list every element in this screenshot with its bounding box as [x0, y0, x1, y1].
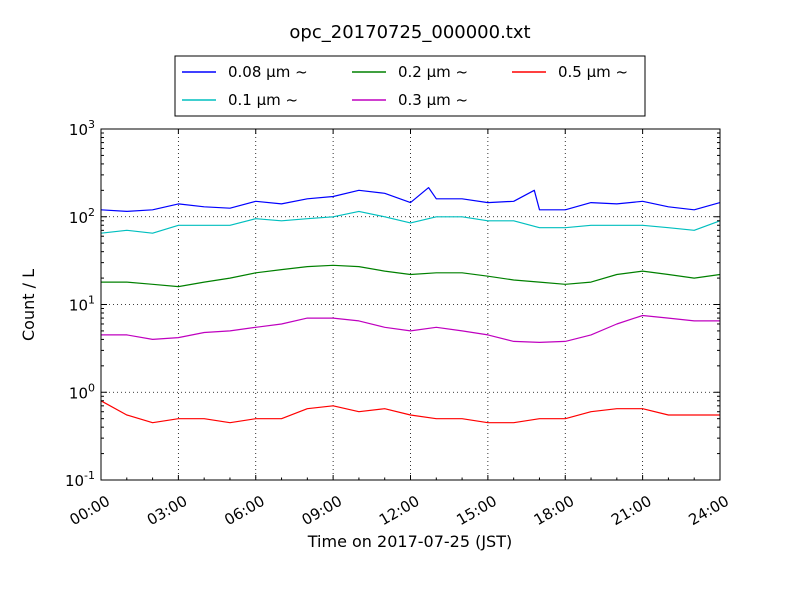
y-tick-label: 100 [69, 381, 95, 402]
y-tick-exponent: 0 [88, 381, 95, 394]
axis-ticks: 00:00 03:00 06:00 09:00 12:00 15:00 18:00 21:00… [65, 118, 732, 529]
y-tick-label: 103 [69, 118, 95, 139]
y-tick-label: 10-1 [65, 469, 95, 490]
y-tick-label: 102 [69, 206, 95, 227]
x-tick-label: 06:00 [221, 492, 267, 529]
series-line-4 [100, 400, 720, 424]
x-tick-label: 21:00 [608, 492, 654, 529]
y-tick-base: 10 [69, 297, 88, 315]
legend-label-3: 0.3 μm ~ [398, 91, 468, 109]
legend-label-2: 0.2 μm ~ [398, 63, 468, 81]
y-tick-base: 10 [69, 121, 88, 139]
x-tick-label: 15:00 [453, 492, 499, 529]
y-tick-label: 101 [69, 294, 95, 315]
series-line-0 [100, 187, 721, 212]
x-tick-label: 24:00 [686, 492, 732, 529]
x-tick-label: 00:00 [67, 492, 113, 529]
x-tick-label: 09:00 [299, 492, 345, 529]
series-line-1 [100, 210, 721, 234]
y-tick-exponent: -1 [84, 469, 95, 482]
grid [101, 129, 720, 480]
legend: 0.08 μm ~ 0.1 μm ~ 0.2 μm ~ 0.3 μm ~ 0.5 μm … [174, 55, 646, 117]
series-line-3 [101, 314, 720, 343]
y-axis-label: Count / L [19, 269, 38, 341]
x-tick-label: 03:00 [144, 492, 190, 529]
legend-label-0: 0.08 μm ~ [228, 63, 308, 81]
series-line-2 [101, 264, 721, 288]
y-tick-exponent: 2 [88, 206, 95, 219]
legend-box [174, 55, 646, 117]
x-tick-label: 12:00 [376, 492, 422, 529]
series-layer [100, 187, 721, 424]
y-tick-base: 10 [65, 472, 84, 490]
y-tick-base: 10 [69, 384, 88, 402]
x-axis-label: Time on 2017-07-25 (JST) [307, 532, 512, 551]
chart-title: opc_20170725_000000.txt [289, 22, 530, 43]
legend-label-1: 0.1 μm ~ [228, 91, 298, 109]
y-tick-exponent: 1 [88, 294, 95, 307]
legend-label-4: 0.5 μm ~ [558, 63, 628, 81]
y-tick-exponent: 3 [88, 118, 95, 131]
x-tick-label: 18:00 [531, 492, 577, 529]
y-tick-base: 10 [69, 209, 88, 227]
